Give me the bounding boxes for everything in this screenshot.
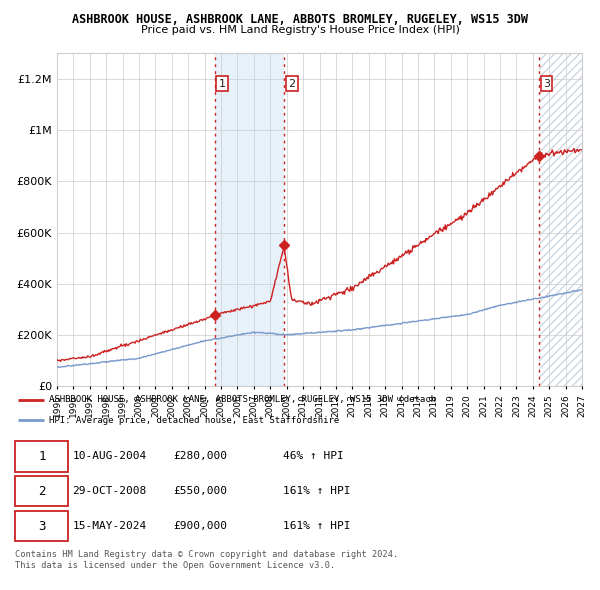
Text: £550,000: £550,000 [173,486,227,496]
Text: 2: 2 [38,484,46,498]
Text: 1: 1 [38,450,46,463]
Text: 3: 3 [38,520,46,533]
FancyBboxPatch shape [15,476,68,506]
Text: 161% ↑ HPI: 161% ↑ HPI [283,521,350,531]
Text: £900,000: £900,000 [173,521,227,531]
FancyBboxPatch shape [15,511,68,542]
Text: Price paid vs. HM Land Registry's House Price Index (HPI): Price paid vs. HM Land Registry's House … [140,25,460,35]
Text: ASHBROOK HOUSE, ASHBROOK LANE, ABBOTS BROMLEY, RUGELEY, WS15 3DW: ASHBROOK HOUSE, ASHBROOK LANE, ABBOTS BR… [72,13,528,26]
FancyBboxPatch shape [15,441,68,471]
Text: 1: 1 [219,79,226,89]
Text: HPI: Average price, detached house, East Staffordshire: HPI: Average price, detached house, East… [49,416,340,425]
Text: 29-OCT-2008: 29-OCT-2008 [73,486,147,496]
Text: 15-MAY-2024: 15-MAY-2024 [73,521,147,531]
Text: 10-AUG-2004: 10-AUG-2004 [73,451,147,461]
Text: ASHBROOK HOUSE, ASHBROOK LANE, ABBOTS BROMLEY, RUGELEY, WS15 3DW (detach: ASHBROOK HOUSE, ASHBROOK LANE, ABBOTS BR… [49,395,436,404]
Text: Contains HM Land Registry data © Crown copyright and database right 2024.: Contains HM Land Registry data © Crown c… [15,550,398,559]
Text: 3: 3 [543,79,550,89]
Text: £280,000: £280,000 [173,451,227,461]
Text: 2: 2 [288,79,295,89]
Text: 46% ↑ HPI: 46% ↑ HPI [283,451,343,461]
Text: 161% ↑ HPI: 161% ↑ HPI [283,486,350,496]
Bar [539,53,582,386]
Bar [539,53,582,386]
Text: This data is licensed under the Open Government Licence v3.0.: This data is licensed under the Open Gov… [15,560,335,569]
Bar [215,53,284,386]
